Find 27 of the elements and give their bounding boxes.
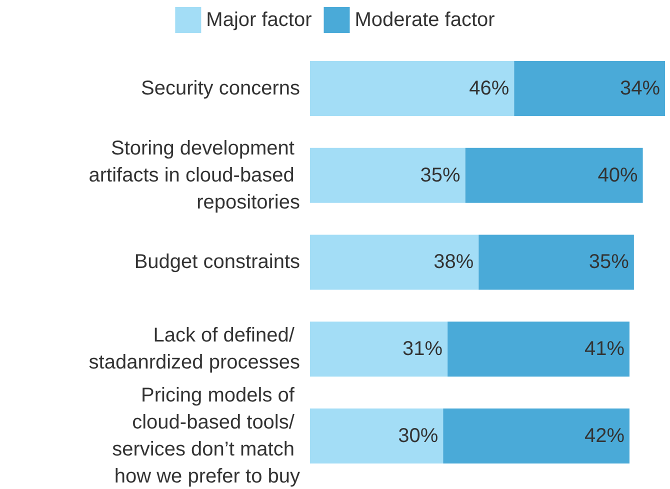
data-label: 30% xyxy=(398,424,438,447)
bar xyxy=(310,60,514,116)
legend-label: Major factor xyxy=(206,9,312,31)
bar xyxy=(478,234,634,290)
data-label: 46% xyxy=(469,77,510,100)
bar xyxy=(514,60,665,116)
bar xyxy=(310,234,479,290)
bar xyxy=(448,322,630,377)
data-label: 40% xyxy=(598,164,638,186)
bar xyxy=(310,148,466,203)
y-tick-label: Storing development artifacts in cloud-based repositories xyxy=(88,137,300,214)
data-label: 41% xyxy=(584,338,625,360)
legend-label: Moderate factor xyxy=(354,9,496,31)
y-tick-label: Lack of defined/ stadanrdized processes xyxy=(88,324,300,374)
data-label: 34% xyxy=(620,77,660,100)
bar xyxy=(310,322,448,377)
bar xyxy=(310,408,444,464)
data-label: 42% xyxy=(584,424,625,447)
y-tick-label: Security concerns xyxy=(141,77,300,100)
bar xyxy=(443,408,630,464)
data-label: 31% xyxy=(402,338,443,360)
y-tick-label: Pricing models of cloud-based tools/ services don’t match how we prefer to buy xyxy=(112,384,300,488)
data-label: 38% xyxy=(434,251,474,274)
data-label: 35% xyxy=(588,251,630,274)
y-tick-label: Budget constraints xyxy=(134,251,300,274)
bar xyxy=(465,148,643,203)
data-label: 35% xyxy=(420,164,461,186)
